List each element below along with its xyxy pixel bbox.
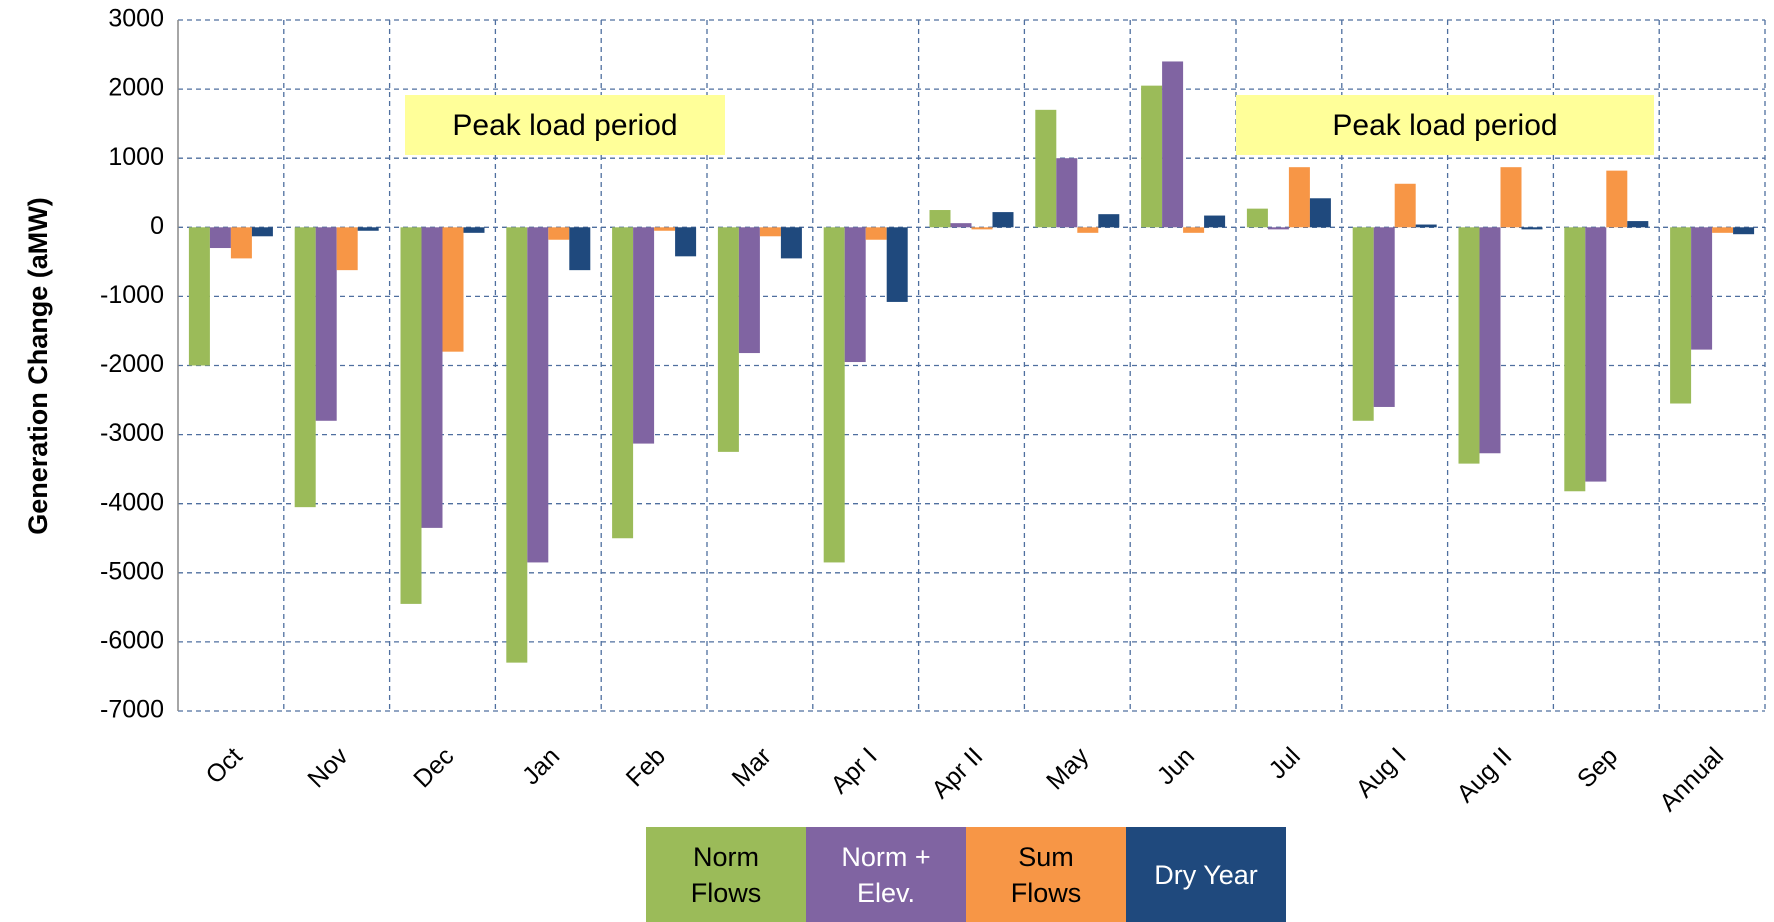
bar bbox=[1141, 85, 1163, 228]
y-tick-label: -4000 bbox=[100, 488, 164, 516]
bar bbox=[844, 227, 866, 363]
bar bbox=[823, 227, 845, 563]
bar bbox=[1267, 227, 1289, 230]
y-tick-label: -1000 bbox=[100, 281, 164, 309]
bar bbox=[357, 227, 379, 231]
y-tick-label: 2000 bbox=[108, 74, 164, 102]
bar bbox=[759, 227, 781, 237]
annotation-box bbox=[405, 95, 725, 155]
bar bbox=[1585, 227, 1607, 482]
bar bbox=[654, 227, 676, 231]
x-tick-label: Apr I bbox=[825, 742, 882, 799]
bar bbox=[1500, 167, 1522, 228]
x-tick-label: Jul bbox=[1263, 742, 1305, 784]
x-tick-label: Mar bbox=[727, 742, 777, 792]
bar bbox=[527, 227, 549, 563]
bar bbox=[1627, 221, 1649, 228]
bar bbox=[336, 227, 358, 271]
bar bbox=[971, 227, 993, 230]
bar bbox=[1204, 215, 1226, 228]
bar bbox=[400, 227, 422, 604]
bar bbox=[230, 227, 252, 259]
bar bbox=[1077, 227, 1099, 233]
legend-entry: Norm Flows bbox=[646, 827, 806, 922]
bar bbox=[1183, 227, 1205, 233]
x-tick-label: May bbox=[1041, 742, 1095, 796]
bar bbox=[675, 227, 697, 257]
bar bbox=[886, 227, 908, 302]
bar bbox=[463, 227, 485, 233]
x-tick-label: Apr II bbox=[926, 742, 988, 804]
bar bbox=[612, 227, 634, 539]
bar bbox=[1670, 227, 1692, 404]
bar bbox=[294, 227, 316, 508]
bar bbox=[1521, 227, 1543, 230]
bar bbox=[442, 227, 464, 352]
y-axis-label: Generation Change (aMW) bbox=[23, 197, 53, 535]
y-tick-label: 1000 bbox=[108, 143, 164, 171]
annotation: Peak load period bbox=[452, 109, 677, 142]
x-tick-label: Sep bbox=[1572, 742, 1623, 793]
bar bbox=[780, 227, 802, 259]
bar bbox=[188, 227, 210, 366]
bar bbox=[1606, 170, 1628, 228]
y-tick-label: -6000 bbox=[100, 627, 164, 655]
bar bbox=[209, 227, 231, 249]
annotation-box bbox=[1236, 95, 1654, 155]
bar bbox=[633, 227, 655, 444]
bar bbox=[1309, 198, 1331, 228]
y-tick-label: -3000 bbox=[100, 419, 164, 447]
bar bbox=[950, 223, 972, 228]
bar bbox=[1691, 227, 1713, 350]
bar bbox=[315, 227, 337, 421]
x-tick-label: Jan bbox=[517, 742, 565, 790]
bar bbox=[421, 227, 443, 528]
bar bbox=[506, 227, 528, 663]
bar bbox=[1373, 227, 1395, 407]
x-tick-label: Aug II bbox=[1451, 742, 1517, 808]
bar bbox=[1162, 61, 1184, 228]
x-tick-label: Annual bbox=[1654, 742, 1729, 817]
annotation: Peak load period bbox=[1332, 109, 1557, 142]
bar bbox=[1733, 227, 1755, 235]
bar bbox=[738, 227, 760, 354]
y-tick-label: -7000 bbox=[100, 696, 164, 724]
legend-entry: Norm + Elev. bbox=[806, 827, 966, 922]
bar bbox=[1352, 227, 1374, 421]
bar bbox=[1712, 227, 1734, 233]
bar bbox=[548, 227, 570, 240]
x-tick-label: Feb bbox=[621, 742, 671, 792]
bar bbox=[1288, 167, 1310, 228]
legend-entry: Sum Flows bbox=[966, 827, 1126, 922]
x-tick-label: Oct bbox=[201, 742, 248, 789]
x-tick-label: Dec bbox=[408, 742, 459, 793]
x-tick-label: Nov bbox=[302, 742, 354, 794]
x-tick-label: Aug I bbox=[1351, 742, 1412, 803]
bar bbox=[1479, 227, 1501, 454]
bar bbox=[1415, 224, 1437, 228]
bar bbox=[569, 227, 591, 271]
bar bbox=[1056, 158, 1078, 228]
bar bbox=[1246, 208, 1268, 228]
bar bbox=[1394, 183, 1416, 228]
bar bbox=[1098, 214, 1120, 228]
bar bbox=[865, 227, 887, 240]
x-tick-label: Jun bbox=[1152, 742, 1200, 790]
bar bbox=[717, 227, 739, 452]
bar bbox=[992, 212, 1014, 228]
legend-entry: Dry Year bbox=[1126, 827, 1286, 922]
legend: Norm Flows Norm + Elev. Sum Flows Dry Year bbox=[646, 827, 1286, 922]
y-tick-label: -2000 bbox=[100, 350, 164, 378]
bar bbox=[251, 227, 273, 237]
y-tick-label: 0 bbox=[150, 212, 164, 240]
bar bbox=[1458, 227, 1480, 464]
bar bbox=[1035, 109, 1057, 228]
y-tick-label: 3000 bbox=[108, 5, 164, 33]
bar bbox=[929, 210, 951, 228]
y-tick-label: -5000 bbox=[100, 557, 164, 585]
bar bbox=[1564, 227, 1586, 492]
